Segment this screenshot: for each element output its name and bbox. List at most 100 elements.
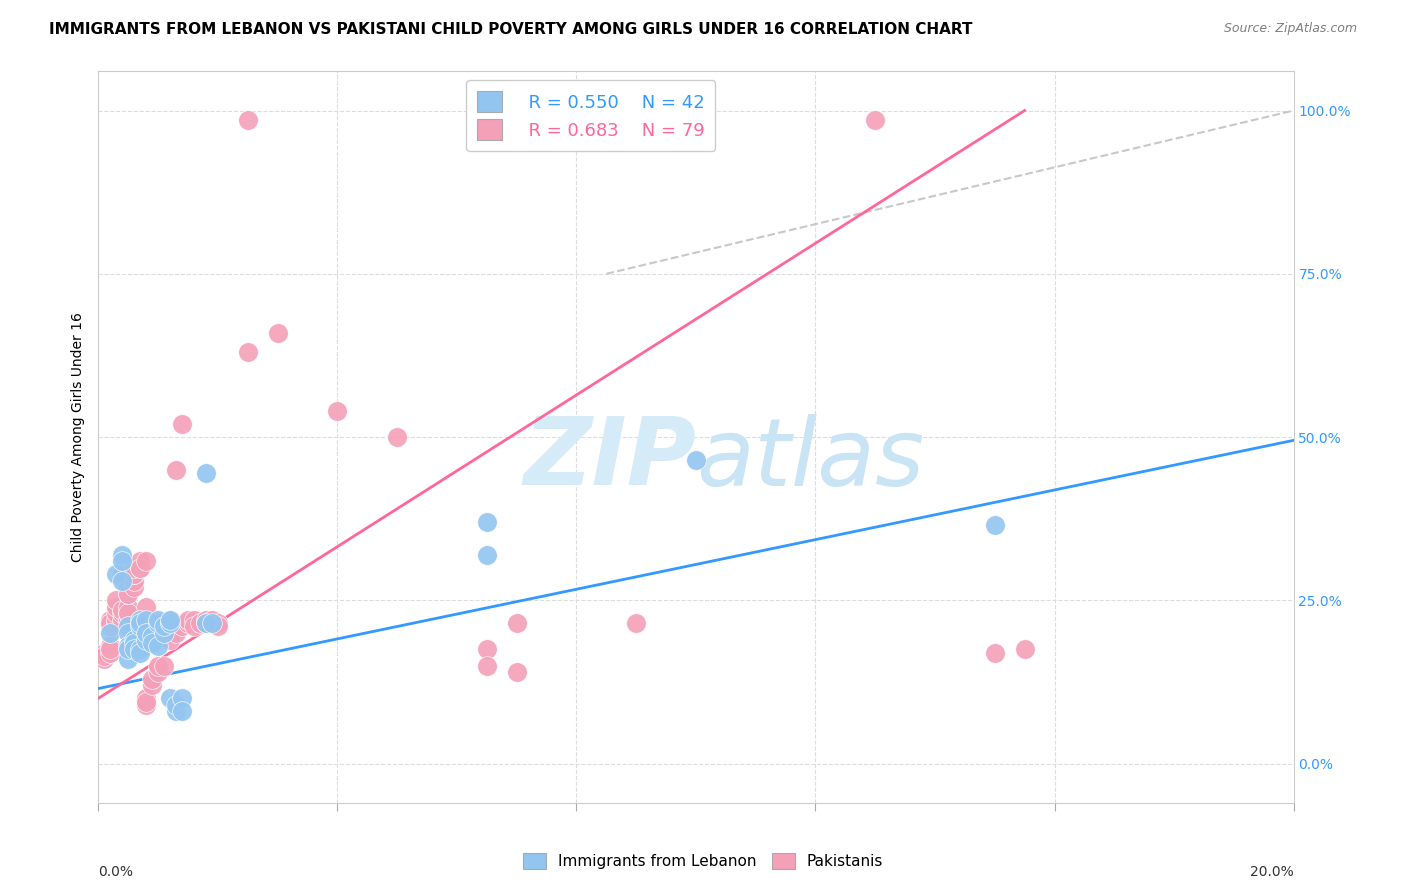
Point — [207, 619, 229, 633]
Point — [105, 613, 128, 627]
Point — [93, 648, 115, 663]
Point — [475, 515, 498, 529]
Point — [135, 613, 157, 627]
Point — [124, 560, 146, 574]
Point — [111, 570, 134, 584]
Point — [153, 658, 176, 673]
Y-axis label: Child Poverty Among Girls Under 16: Child Poverty Among Girls Under 16 — [72, 312, 86, 562]
Point — [117, 642, 139, 657]
Point — [195, 466, 218, 480]
Point — [135, 626, 157, 640]
Legend:   R = 0.550    N = 42,   R = 0.683    N = 79: R = 0.550 N = 42, R = 0.683 N = 79 — [465, 80, 716, 151]
Point — [326, 404, 349, 418]
Point — [148, 665, 170, 680]
Point — [93, 652, 115, 666]
Point — [105, 616, 128, 631]
Point — [153, 626, 176, 640]
Point — [135, 698, 157, 712]
Point — [105, 593, 128, 607]
Point — [165, 619, 187, 633]
Point — [626, 616, 648, 631]
Point — [207, 616, 229, 631]
Point — [153, 619, 176, 633]
Point — [105, 599, 128, 614]
Point — [117, 639, 139, 653]
Point — [159, 691, 181, 706]
Point — [117, 652, 139, 666]
Point — [159, 613, 181, 627]
Text: atlas: atlas — [696, 414, 924, 505]
Text: 0.0%: 0.0% — [98, 865, 134, 879]
Text: 20.0%: 20.0% — [1250, 865, 1294, 879]
Point — [117, 607, 139, 621]
Point — [172, 691, 194, 706]
Point — [141, 678, 163, 692]
Point — [117, 580, 139, 594]
Point — [1014, 642, 1036, 657]
Point — [129, 560, 152, 574]
Point — [195, 613, 218, 627]
Point — [117, 587, 139, 601]
Point — [475, 642, 498, 657]
Text: ZIP: ZIP — [523, 413, 696, 505]
Point — [135, 599, 157, 614]
Point — [148, 613, 170, 627]
Point — [177, 616, 200, 631]
Text: IMMIGRANTS FROM LEBANON VS PAKISTANI CHILD POVERTY AMONG GIRLS UNDER 16 CORRELAT: IMMIGRANTS FROM LEBANON VS PAKISTANI CHI… — [49, 22, 973, 37]
Point — [105, 607, 128, 621]
Point — [201, 613, 224, 627]
Point — [165, 698, 187, 712]
Point — [129, 613, 152, 627]
Point — [385, 430, 409, 444]
Point — [117, 587, 139, 601]
Point — [177, 613, 200, 627]
Point — [685, 453, 707, 467]
Point — [98, 616, 122, 631]
Point — [165, 626, 187, 640]
Point — [129, 554, 152, 568]
Point — [984, 518, 1007, 533]
Point — [117, 607, 139, 621]
Point — [124, 642, 146, 657]
Point — [236, 113, 259, 128]
Point — [148, 639, 170, 653]
Point — [117, 613, 139, 627]
Point — [865, 113, 887, 128]
Point — [172, 417, 194, 431]
Point — [93, 646, 115, 660]
Point — [129, 616, 152, 631]
Point — [165, 705, 187, 719]
Point — [111, 607, 134, 621]
Point — [98, 639, 122, 653]
Point — [98, 646, 122, 660]
Point — [129, 642, 152, 657]
Point — [195, 616, 218, 631]
Point — [98, 619, 122, 633]
Point — [117, 599, 139, 614]
Point — [105, 567, 128, 582]
Point — [98, 642, 122, 657]
Point — [129, 560, 152, 574]
Point — [98, 626, 122, 640]
Point — [188, 616, 211, 631]
Point — [135, 691, 157, 706]
Point — [135, 632, 157, 647]
Point — [201, 616, 224, 631]
Point — [111, 567, 134, 582]
Point — [124, 574, 146, 588]
Point — [506, 665, 529, 680]
Point — [124, 632, 146, 647]
Point — [984, 646, 1007, 660]
Point — [165, 463, 187, 477]
Point — [183, 619, 205, 633]
Point — [111, 548, 134, 562]
Point — [111, 554, 134, 568]
Point — [159, 632, 181, 647]
Point — [148, 658, 170, 673]
Point — [475, 548, 498, 562]
Point — [195, 616, 218, 631]
Point — [141, 636, 163, 650]
Point — [129, 613, 152, 627]
Point — [236, 345, 259, 359]
Point — [141, 629, 163, 643]
